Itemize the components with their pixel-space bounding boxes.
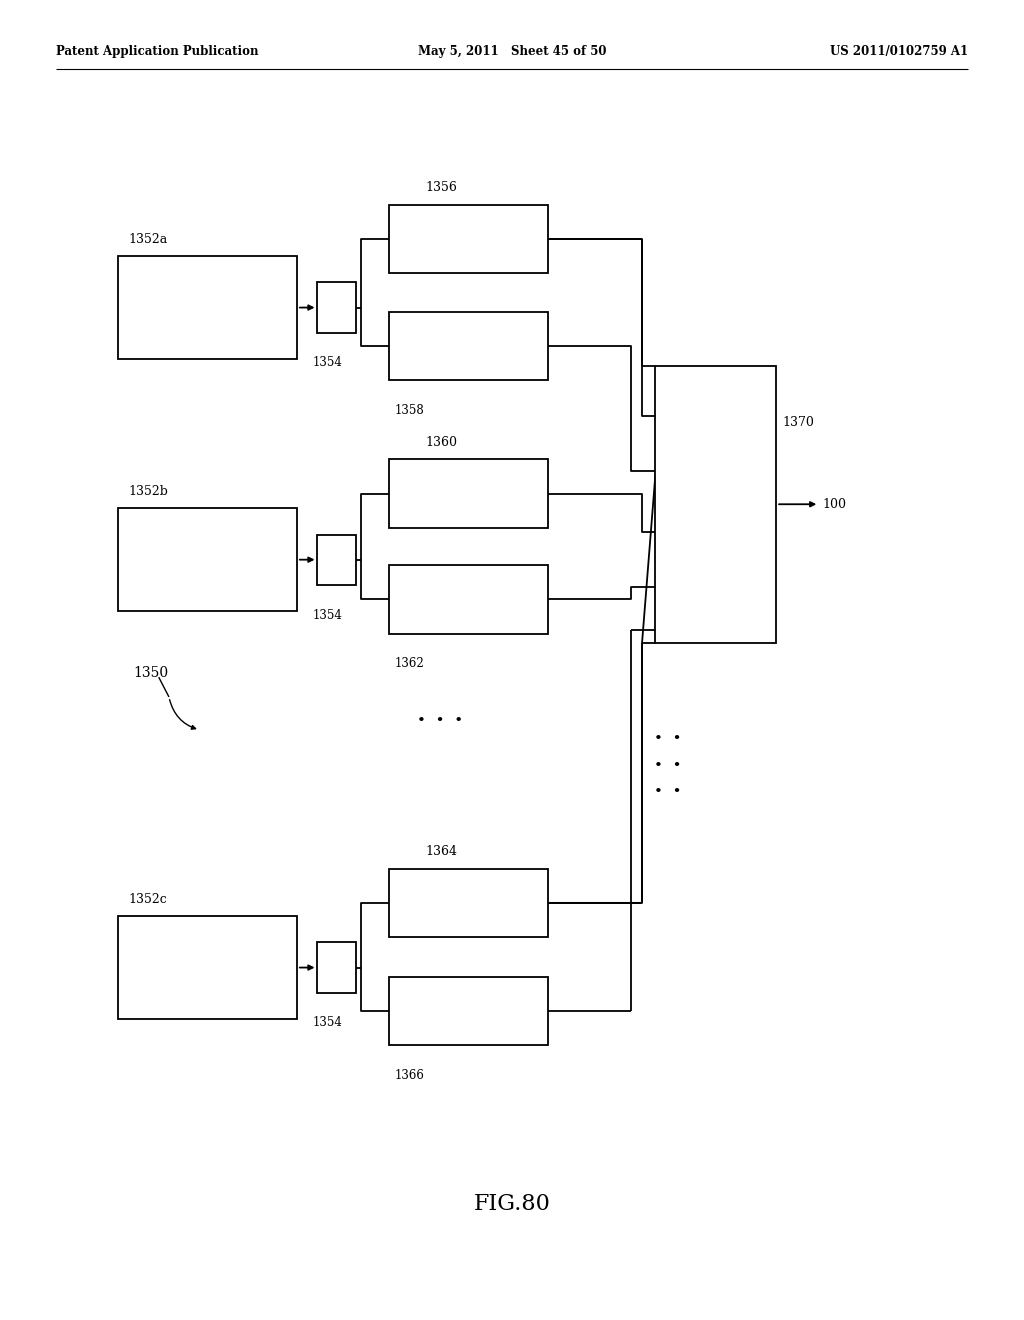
Text: 1354: 1354 (312, 1016, 342, 1030)
Bar (389, 977, 548, 1045)
Bar (317, 282, 356, 333)
Bar (389, 565, 548, 634)
Text: 1352a: 1352a (128, 232, 167, 246)
Bar (389, 869, 548, 937)
Text: 1358: 1358 (394, 404, 424, 417)
Text: 1350: 1350 (133, 667, 168, 680)
Text: 1362: 1362 (394, 657, 424, 671)
Text: 1360: 1360 (425, 436, 457, 449)
Text: 1352c: 1352c (128, 892, 167, 906)
Text: •  •: • • (654, 785, 681, 799)
Text: •  •  •: • • • (417, 714, 464, 727)
Bar (389, 312, 548, 380)
Bar (118, 916, 297, 1019)
Bar (317, 942, 356, 993)
Text: May 5, 2011   Sheet 45 of 50: May 5, 2011 Sheet 45 of 50 (418, 45, 606, 58)
Text: •  •: • • (654, 759, 681, 772)
Bar (389, 205, 548, 273)
Text: 1364: 1364 (425, 845, 457, 858)
Text: 1354: 1354 (312, 356, 342, 370)
Bar (389, 459, 548, 528)
Text: Patent Application Publication: Patent Application Publication (56, 45, 259, 58)
Text: 100: 100 (822, 498, 846, 511)
Bar (118, 508, 297, 611)
Text: FIG.80: FIG.80 (473, 1193, 551, 1214)
Text: 1366: 1366 (394, 1069, 424, 1082)
Bar (317, 535, 356, 585)
Text: 1356: 1356 (425, 181, 457, 194)
Text: •  •: • • (654, 733, 681, 746)
Text: 1352b: 1352b (128, 484, 168, 498)
Bar (655, 366, 776, 643)
Text: 1354: 1354 (312, 609, 342, 622)
Text: US 2011/0102759 A1: US 2011/0102759 A1 (829, 45, 968, 58)
Bar (118, 256, 297, 359)
Text: 1370: 1370 (782, 416, 814, 429)
